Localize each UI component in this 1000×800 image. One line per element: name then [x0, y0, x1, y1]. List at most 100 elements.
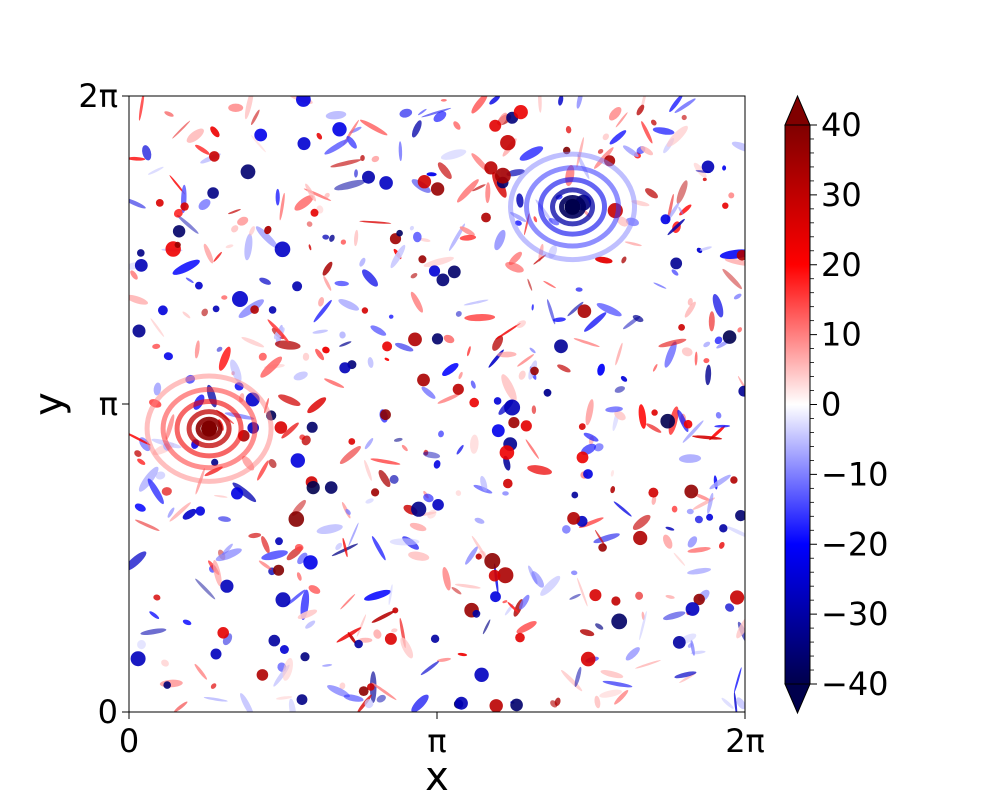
vorticity-filament — [259, 277, 271, 285]
vorticity-filament — [665, 594, 675, 599]
vorticity-filament — [516, 621, 537, 634]
vorticity-filament — [560, 669, 583, 692]
vorticity-filament — [364, 438, 374, 450]
vorticity-filament — [393, 437, 403, 442]
small-vortex — [500, 135, 516, 151]
vorticity-filament — [615, 112, 628, 128]
vorticity-filament — [201, 308, 209, 317]
vorticity-filament — [345, 508, 351, 515]
small-vortex — [685, 602, 700, 616]
vorticity-filament — [293, 371, 308, 381]
vorticity-filament — [421, 107, 452, 118]
small-vortex — [722, 330, 737, 344]
small-vortex — [598, 543, 607, 552]
vorticity-filament — [370, 325, 387, 336]
small-vortex — [209, 151, 220, 162]
small-vortex — [274, 241, 291, 258]
vorticity-filament — [297, 609, 318, 620]
vorticity-filament — [282, 657, 294, 681]
vorticity-filament — [622, 145, 639, 157]
small-vortex — [430, 634, 440, 643]
small-vortex — [396, 229, 403, 237]
vorticity-filament — [574, 666, 582, 687]
vorticity-filament — [694, 515, 703, 524]
small-vortex — [379, 176, 393, 190]
vorticity-filament — [543, 388, 552, 397]
small-vortex — [297, 137, 311, 151]
vorticity-filament — [733, 667, 742, 693]
vorticity-filament — [346, 135, 357, 149]
vorticity-filament — [150, 318, 165, 337]
vorticity-filament — [686, 508, 694, 515]
vorticity-filament — [173, 701, 188, 712]
vorticity-filament — [573, 338, 600, 348]
small-vortex — [583, 469, 593, 479]
small-vortex — [571, 491, 579, 499]
vorticity-filament — [525, 439, 539, 459]
vorticity-filament — [714, 336, 723, 345]
vorticity-filament — [615, 342, 623, 366]
vorticity-filament — [514, 220, 522, 226]
vorticity-filament — [324, 139, 350, 155]
small-vortex — [730, 476, 738, 484]
small-vortex — [134, 259, 148, 272]
vorticity-filament — [497, 351, 517, 358]
vorticity-filament — [596, 303, 622, 317]
vorticity-filament — [129, 431, 151, 446]
small-vortex — [513, 105, 528, 120]
vorticity-filament — [155, 471, 166, 480]
vorticity-filament — [667, 193, 674, 223]
small-vortex — [310, 208, 319, 217]
small-vortex — [256, 669, 269, 681]
small-vortex — [490, 591, 501, 603]
vorticity-filament — [339, 331, 346, 339]
vorticity-filament — [228, 103, 244, 112]
small-vortex — [306, 421, 318, 433]
vorticity-filament — [409, 225, 414, 231]
vorticity-filament — [699, 246, 712, 251]
vorticity-filament — [274, 340, 301, 350]
vorticity-filament — [398, 141, 403, 162]
small-vortex — [268, 306, 277, 314]
vorticity-filament — [469, 434, 479, 454]
vorticity-filament — [173, 208, 183, 218]
small-vortex — [472, 609, 481, 618]
vorticity-filament — [359, 257, 366, 267]
vorticity-filament — [169, 175, 186, 195]
vorticity-filament — [665, 526, 675, 531]
vorticity-filament — [177, 214, 199, 234]
vorticity-filament — [241, 336, 265, 348]
vorticity-filament — [508, 251, 522, 265]
vorticity-filament — [240, 693, 254, 712]
vorticity-filament — [152, 343, 161, 350]
colorbar-tick-label: −20 — [821, 525, 889, 563]
small-vortex — [706, 513, 714, 521]
vorticity-filament — [731, 141, 745, 153]
vorticity-filament — [134, 519, 160, 531]
vorticity-filament — [276, 696, 293, 700]
vorticity-filament — [313, 299, 332, 323]
small-vortex — [428, 265, 441, 277]
vorticity-filament — [307, 397, 327, 414]
vorticity-filament — [334, 280, 349, 287]
vorticity-filament — [137, 458, 146, 465]
small-vortex — [660, 214, 671, 225]
vorticity-filament — [519, 146, 544, 161]
vorticity-filament — [356, 614, 367, 637]
small-vortex — [155, 199, 164, 207]
vorticity-filament — [663, 611, 686, 621]
vorticity-filament — [440, 149, 467, 160]
vorticity-filament — [678, 206, 684, 215]
small-vortex — [651, 409, 658, 416]
vorticity-filament — [195, 144, 210, 155]
vorticity-filament — [409, 522, 427, 532]
vorticity-filament — [531, 571, 544, 588]
small-vortex — [484, 553, 501, 569]
vorticity-filament — [709, 474, 731, 490]
small-vortex — [232, 291, 248, 307]
small-vortex — [130, 651, 146, 667]
small-vortex — [736, 250, 745, 261]
colorbar-tick-label: 0 — [821, 386, 841, 424]
vorticity-filament — [599, 689, 622, 698]
small-vortex — [274, 421, 288, 434]
